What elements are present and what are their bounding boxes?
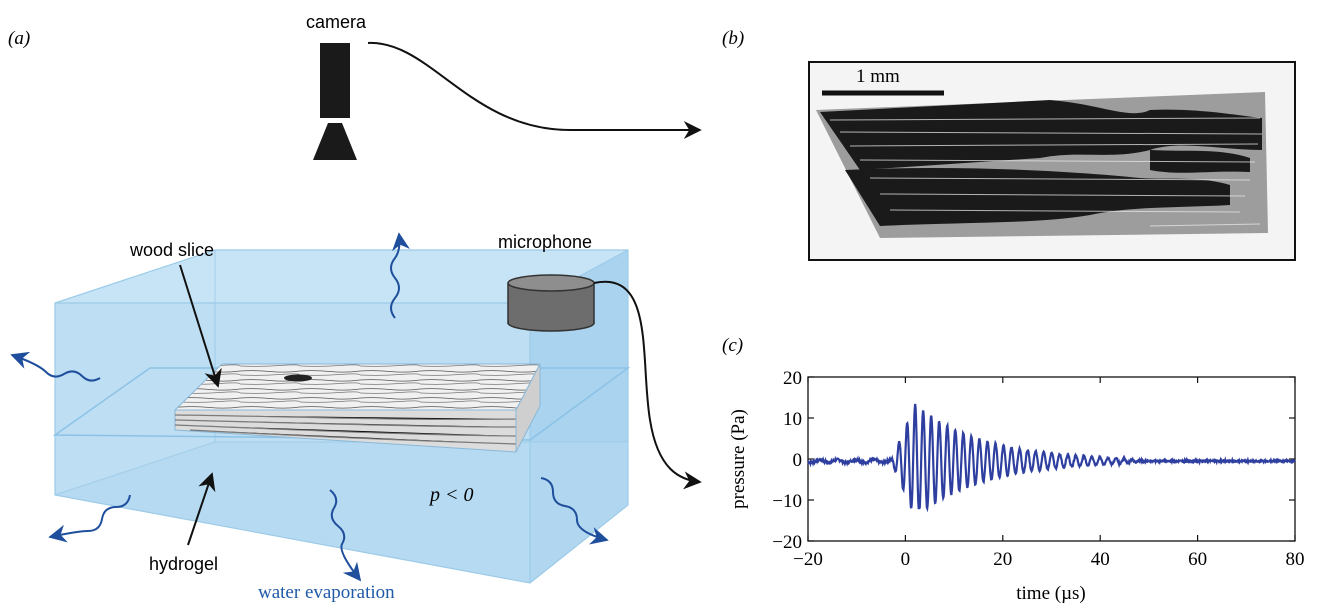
pressure-condition-label: p < 0 [428,484,474,506]
wood-slice-side [515,363,541,453]
hydrogel-label: hydrogel [149,554,218,574]
x-tick-label: 60 [1188,549,1207,570]
y-tick-label: 10 [783,409,802,430]
camera-cable-arrow [367,41,702,139]
pressure-signal-line [807,403,1297,513]
x-axis-label: time (µs) [1016,583,1086,604]
camera [313,43,357,160]
water-evaporation-label: water evaporation [258,582,395,603]
y-axis-label: pressure (Pa) [728,409,749,509]
panel-a-label: (a) [8,28,30,49]
scale-bar-label: 1 mm [856,66,900,87]
microphone [507,274,595,332]
pressure-chart: −20 0 20 40 60 80 −20 −10 0 10 20 time (µs) pressu… [728,368,1305,604]
x-tick-label: −20 [793,549,823,570]
wood-slice-pointer [179,264,222,388]
x-tick-label: 40 [1091,549,1110,570]
x-tick-label: 20 [993,549,1012,570]
y-tick-label: 20 [783,368,802,389]
evaporation-arrow-bottom-left [48,494,131,543]
plot-frame [807,376,1296,542]
camera-lens [313,123,357,160]
wood-slice-label: wood slice [129,240,214,260]
microphone-cable-arrow [593,280,702,490]
evaporation-arrow-right [540,477,609,545]
wood-slice-top [173,363,541,411]
micrograph: 1 mm [808,61,1296,261]
tick-labels: −20 0 20 40 60 80 −20 −10 0 10 20 [772,368,1304,570]
y-tick-label: −20 [772,532,802,553]
x-tick-label: 80 [1286,549,1305,570]
camera-body [320,43,350,118]
wood-slice-knot [284,374,312,382]
y-tick-label: −10 [772,491,802,512]
wood-slice [173,363,541,453]
evaporation-arrow-left [10,351,101,382]
evaporation-arrow-bottom [329,489,362,582]
camera-label: camera [306,12,367,32]
x-tick-label: 0 [901,549,911,570]
evaporation-arrows [10,232,609,582]
hydrogel-bottom-back [55,442,628,583]
panel-c-label: (c) [722,335,743,356]
panel-b-label: (b) [722,28,744,49]
hydrogel-top-face [55,250,628,303]
y-tick-label: 0 [793,450,803,471]
microphone-top [507,274,595,292]
evaporation-arrow-top [390,232,410,319]
microphone-label: microphone [498,232,592,252]
tick-marks [807,376,1296,542]
hydrogel-pointer [187,472,216,546]
